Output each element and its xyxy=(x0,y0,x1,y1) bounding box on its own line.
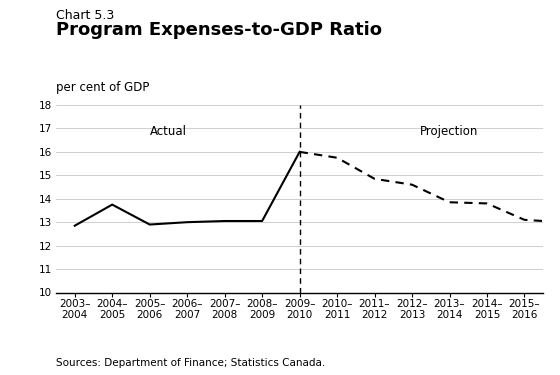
Text: Actual: Actual xyxy=(150,125,187,138)
Text: per cent of GDP: per cent of GDP xyxy=(56,81,150,94)
Text: Chart 5.3: Chart 5.3 xyxy=(56,9,114,22)
Text: Program Expenses-to-GDP Ratio: Program Expenses-to-GDP Ratio xyxy=(56,21,382,39)
Text: Sources: Department of Finance; Statistics Canada.: Sources: Department of Finance; Statisti… xyxy=(56,357,325,368)
Text: Projection: Projection xyxy=(421,125,479,138)
